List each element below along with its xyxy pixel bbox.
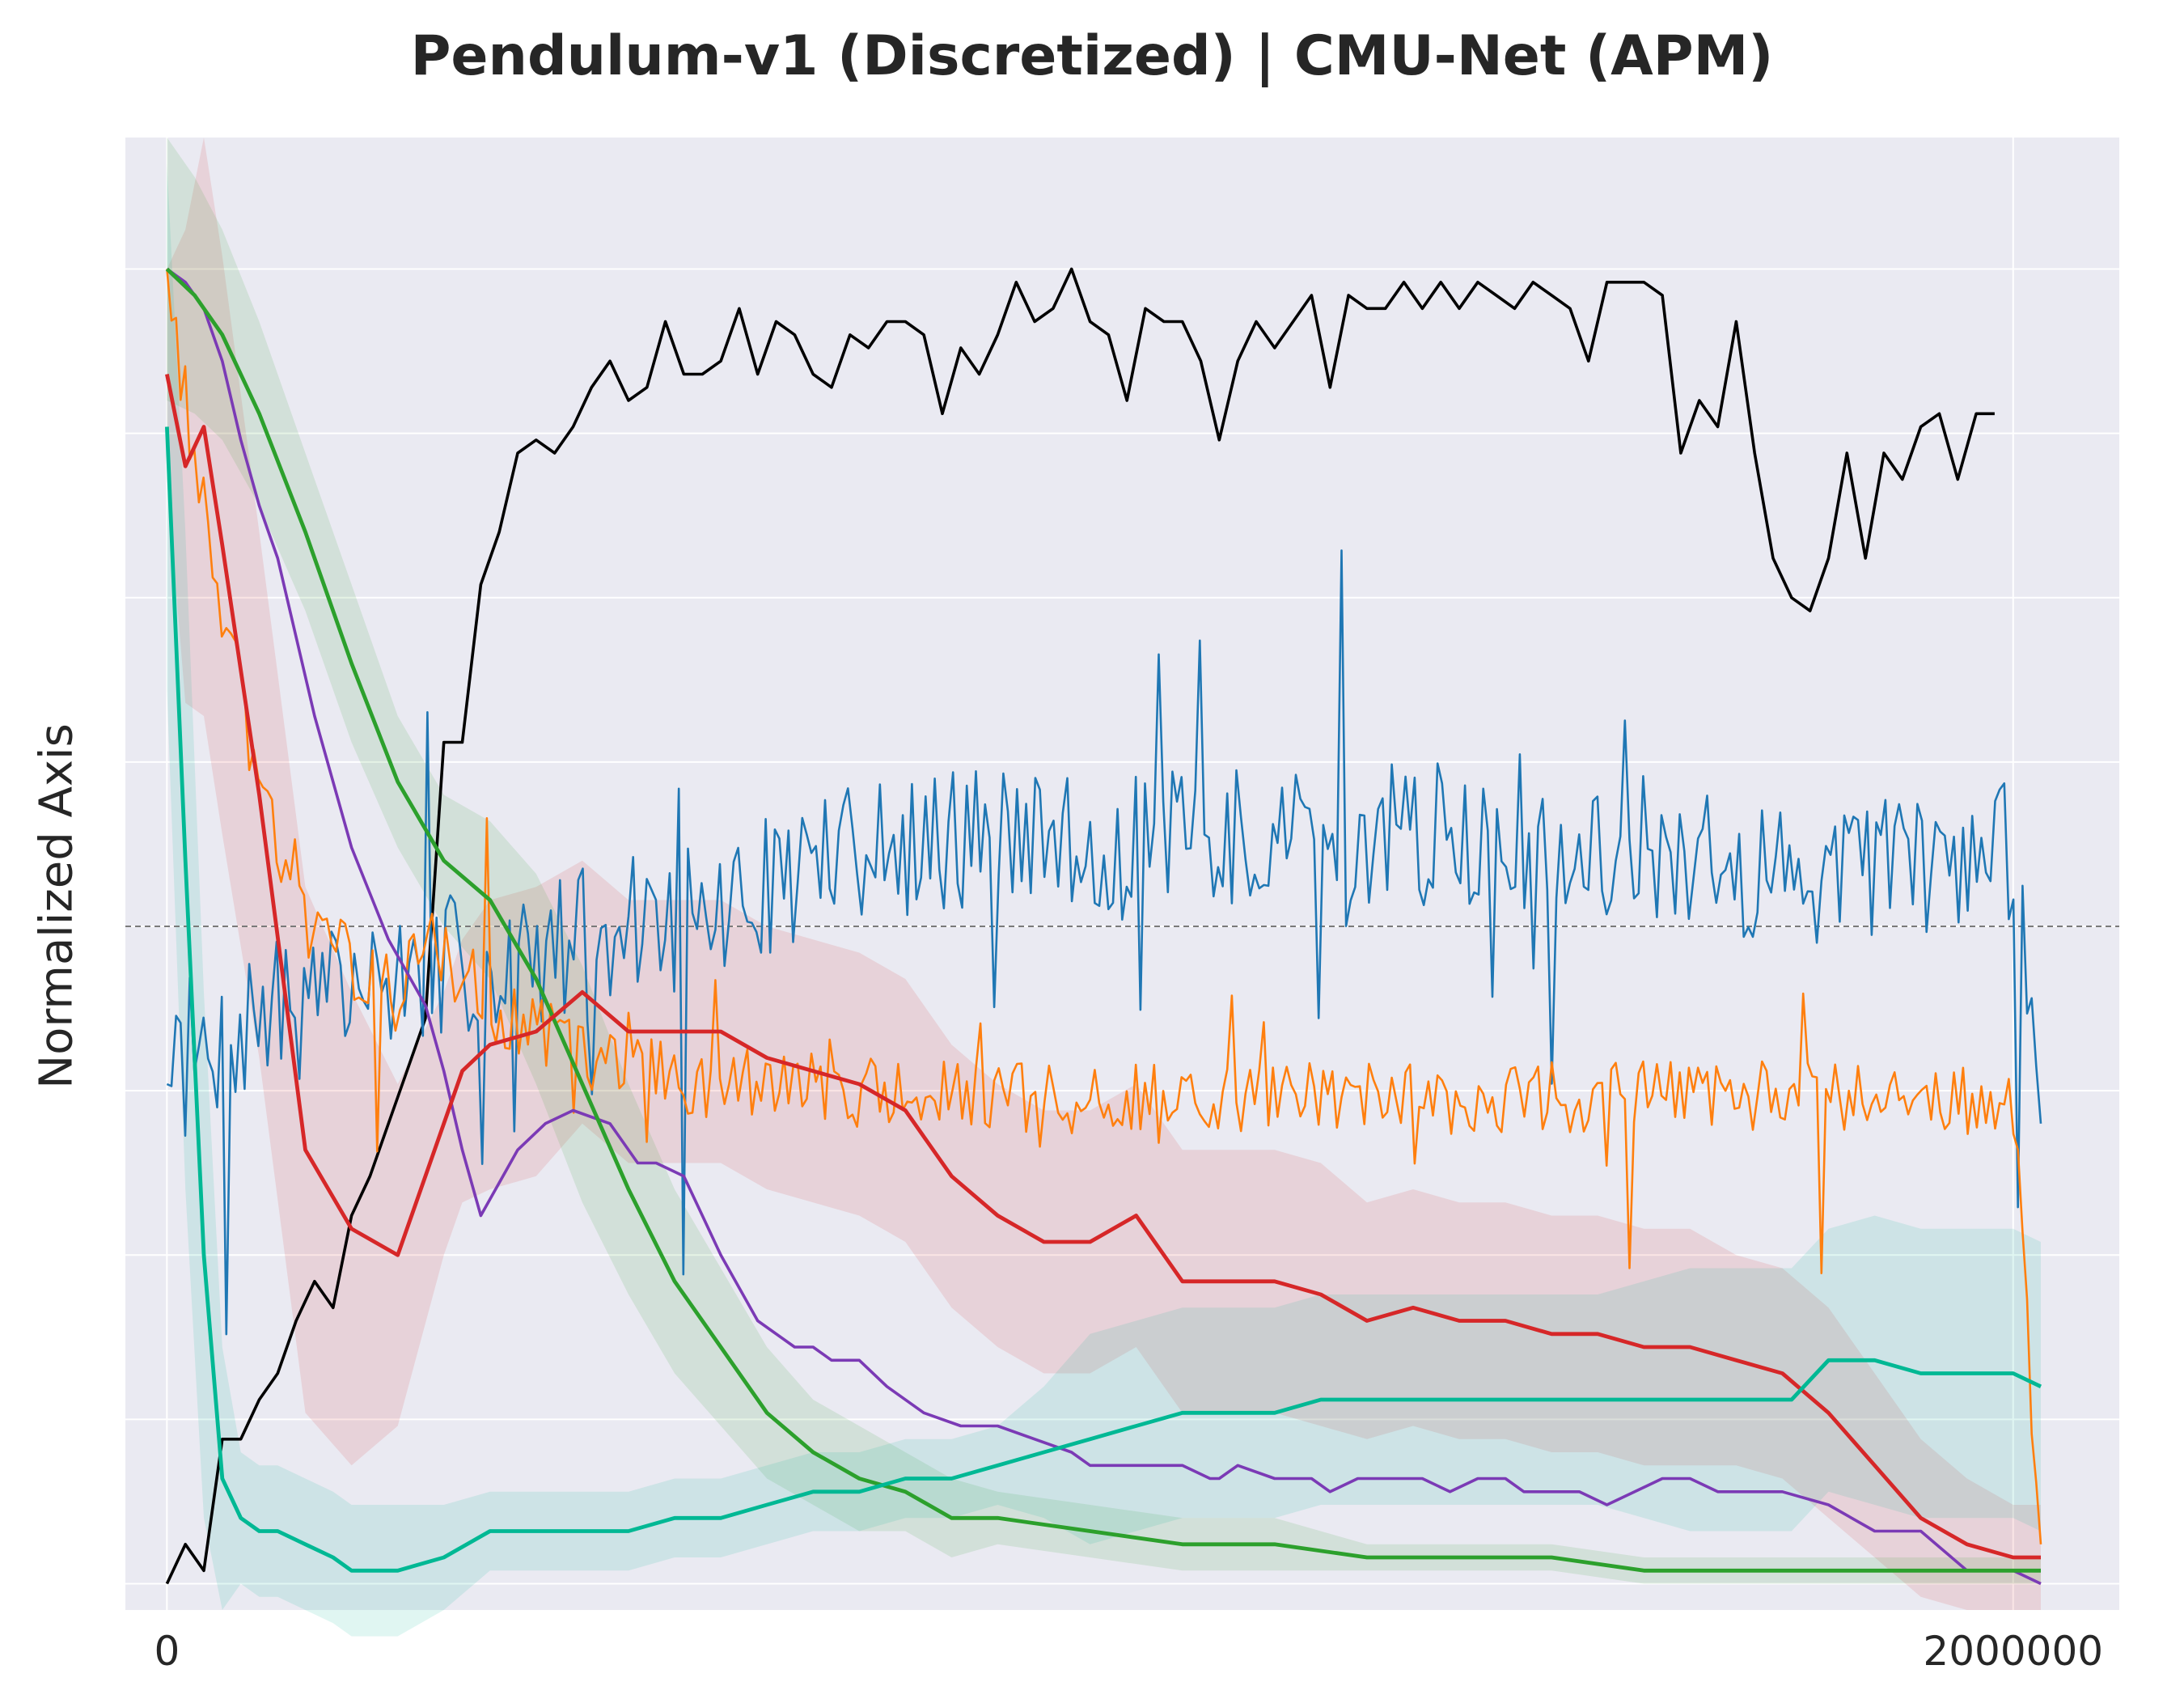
series-line-black [165,267,1995,1585]
series-layer [165,267,2042,1586]
tick-layer: 0 2000000 [154,1628,2103,1675]
series-line-green [165,267,2041,1573]
series-line-orange [166,269,2042,1544]
x-tick-label-0: 0 [154,1628,180,1675]
band-layer [167,138,2042,1637]
band-green [167,138,2042,1584]
series-line-teal [165,426,2042,1573]
series-line-purple [166,268,2042,1586]
chart-title: Pendulum-v1 (Discretized) | CMU-Net (APM… [410,24,1774,88]
series-line-blue [166,549,2042,1336]
band-red [167,138,2042,1610]
band-teal [167,163,2042,1637]
series-line-red [165,374,2041,1560]
x-tick-label-1: 2000000 [1923,1628,2103,1675]
